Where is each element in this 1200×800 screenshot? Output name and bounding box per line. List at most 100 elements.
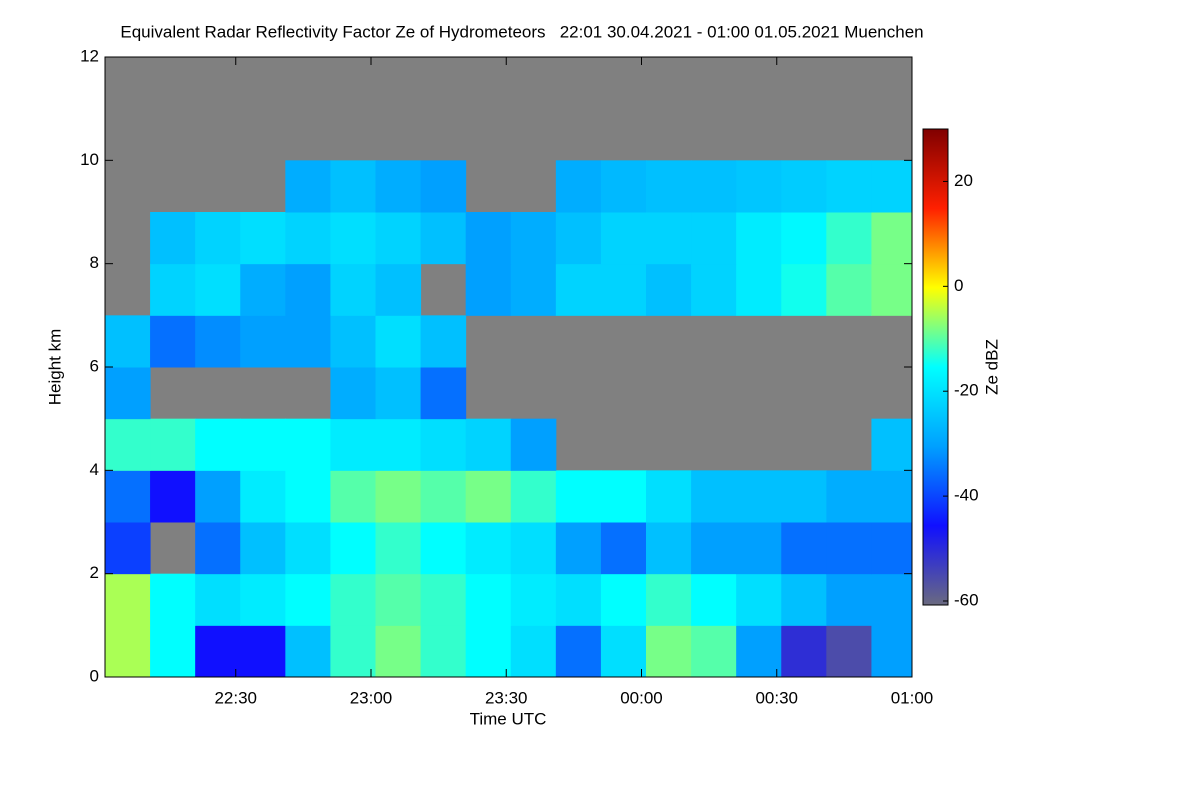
heatmap-cell <box>330 212 377 265</box>
heatmap-cell <box>555 160 602 213</box>
heatmap-cell <box>150 573 196 626</box>
heatmap-cell <box>285 470 331 523</box>
heatmap-cell <box>375 470 422 523</box>
heatmap-cell <box>600 470 647 523</box>
heatmap-cell <box>420 470 467 523</box>
heatmap-cell <box>330 470 377 523</box>
heatmap-cell <box>691 625 737 678</box>
heatmap-cell <box>465 625 512 678</box>
heatmap-cell <box>105 522 151 575</box>
chart-title: Equivalent Radar Reflectivity Factor Ze … <box>120 22 923 41</box>
heatmap-cell <box>150 212 196 265</box>
heatmap-cell <box>646 573 692 626</box>
heatmap-cell <box>465 263 512 316</box>
heatmap-cell <box>600 160 647 213</box>
heatmap-cell <box>510 418 557 471</box>
colorbar-tick-label: -40 <box>954 486 979 505</box>
heatmap-cell <box>555 573 602 626</box>
heatmap-cell <box>195 573 241 626</box>
heatmap-cell <box>420 522 467 575</box>
heatmap-cell <box>195 212 241 265</box>
heatmap-cell <box>195 263 241 316</box>
heatmap-cell <box>781 470 827 523</box>
heatmap-cell <box>781 263 827 316</box>
heatmap-cell <box>736 160 782 213</box>
heatmap-cell <box>240 573 286 626</box>
x-tick-label: 23:00 <box>350 688 393 707</box>
heatmap-cell <box>375 625 422 678</box>
heatmap-cell <box>375 418 422 471</box>
colorbar-tick-label: -20 <box>954 381 979 400</box>
heatmap-cell <box>871 418 913 471</box>
heatmap-cell <box>736 522 782 575</box>
heatmap-cell <box>105 367 151 420</box>
heatmap-cell <box>871 625 913 678</box>
x-tick-label: 00:00 <box>620 688 663 707</box>
heatmap-cell <box>691 573 737 626</box>
heatmap-cell <box>240 470 286 523</box>
heatmap-cell <box>510 625 557 678</box>
heatmap-cell <box>736 470 782 523</box>
heatmap-cell <box>285 315 331 368</box>
y-tick-label: 10 <box>80 150 99 169</box>
heatmap-cell <box>375 367 422 420</box>
heatmap-cell <box>826 160 872 213</box>
heatmap-cell <box>691 212 737 265</box>
heatmap-cell <box>736 212 782 265</box>
heatmap-cell <box>826 470 872 523</box>
heatmap-cell <box>285 263 331 316</box>
heatmap-cell <box>375 522 422 575</box>
heatmap-cell <box>375 212 422 265</box>
x-tick-label: 00:30 <box>755 688 798 707</box>
heatmap-cell <box>781 160 827 213</box>
heatmap-cell <box>555 212 602 265</box>
heatmap-cell <box>330 367 377 420</box>
colorbar-tick-label: -60 <box>954 590 979 609</box>
heatmap-cell <box>285 212 331 265</box>
heatmap-cell <box>736 573 782 626</box>
heatmap-cell <box>781 625 827 678</box>
heatmap-cell <box>240 263 286 316</box>
heatmap-cell <box>195 315 241 368</box>
heatmap-cell <box>105 573 151 626</box>
heatmap-cell <box>871 160 913 213</box>
heatmap-cell <box>150 418 196 471</box>
heatmap-cell <box>420 315 467 368</box>
heatmap-cell <box>781 522 827 575</box>
heatmap-cell <box>691 470 737 523</box>
y-axis-label: Height km <box>45 329 64 406</box>
heatmap-cell <box>240 522 286 575</box>
heatmap-cell <box>555 625 602 678</box>
heatmap-cell <box>330 418 377 471</box>
heatmap-cell <box>600 212 647 265</box>
heatmap-cell <box>691 522 737 575</box>
heatmap-cell <box>826 212 872 265</box>
heatmap-cell <box>465 470 512 523</box>
heatmap-cell <box>195 418 241 471</box>
heatmap-cell <box>646 263 692 316</box>
heatmap-cell <box>646 212 692 265</box>
x-axis-label: Time UTC <box>470 709 547 728</box>
heatmap-cell <box>555 470 602 523</box>
heatmap-cell <box>555 263 602 316</box>
heatmap-cell <box>195 522 241 575</box>
heatmap-cell <box>510 212 557 265</box>
heatmap-cell <box>195 625 241 678</box>
heatmap-cell <box>330 573 377 626</box>
heatmap-cell <box>330 522 377 575</box>
heatmap-cell <box>510 263 557 316</box>
heatmap-cell <box>826 625 872 678</box>
heatmap-cell <box>510 573 557 626</box>
heatmap-cell <box>646 625 692 678</box>
heatmap-cell <box>691 263 737 316</box>
heatmap-cell <box>330 160 377 213</box>
heatmap-cell <box>826 263 872 316</box>
heatmap-cell <box>105 470 151 523</box>
heatmap-cell <box>600 573 647 626</box>
heatmap-cell <box>871 522 913 575</box>
heatmap-cell <box>781 573 827 626</box>
heatmap-cell <box>420 160 467 213</box>
heatmap-cell <box>871 470 913 523</box>
heatmap-cell <box>330 315 377 368</box>
